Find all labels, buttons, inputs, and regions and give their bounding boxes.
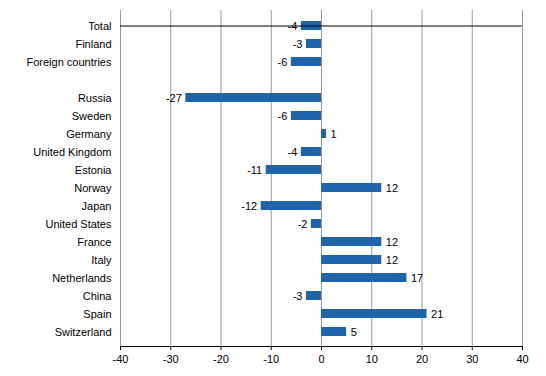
svg-text:1: 1	[331, 128, 337, 140]
svg-text:-30: -30	[163, 353, 179, 365]
svg-text:Switzerland: Switzerland	[55, 326, 112, 338]
svg-text:-11: -11	[247, 164, 262, 176]
svg-text:Estonia: Estonia	[75, 164, 113, 176]
svg-text:10: 10	[366, 353, 378, 365]
svg-text:United States: United States	[45, 218, 112, 230]
svg-text:Germany: Germany	[66, 128, 112, 140]
svg-text:United Kingdom: United Kingdom	[33, 146, 111, 158]
svg-text:Netherlands: Netherlands	[52, 272, 112, 284]
svg-text:-10: -10	[263, 353, 279, 365]
svg-text:17: 17	[411, 272, 423, 284]
svg-text:12: 12	[386, 254, 398, 266]
svg-text:-6: -6	[278, 56, 288, 68]
svg-text:Sweden: Sweden	[72, 110, 112, 122]
svg-text:12: 12	[386, 236, 398, 248]
svg-text:21: 21	[431, 308, 443, 320]
svg-text:China: China	[83, 290, 113, 302]
svg-text:Spain: Spain	[83, 308, 111, 320]
svg-text:5: 5	[351, 326, 357, 338]
svg-text:Total: Total	[88, 20, 111, 32]
svg-text:Italy: Italy	[91, 254, 112, 266]
svg-text:40: 40	[516, 353, 528, 365]
svg-text:Russia: Russia	[78, 92, 113, 104]
svg-text:-40: -40	[113, 353, 129, 365]
svg-text:20: 20	[416, 353, 428, 365]
svg-text:Norway: Norway	[74, 182, 112, 194]
svg-text:-27: -27	[166, 92, 182, 104]
svg-text:30: 30	[466, 353, 478, 365]
svg-text:-3: -3	[293, 38, 303, 50]
svg-text:0: 0	[318, 353, 324, 365]
svg-text:-3: -3	[293, 290, 303, 302]
svg-text:-12: -12	[241, 200, 257, 212]
svg-text:Finland: Finland	[75, 38, 111, 50]
svg-text:-4: -4	[288, 20, 298, 32]
svg-text:-20: -20	[213, 353, 229, 365]
svg-text:-2: -2	[298, 218, 308, 230]
svg-text:-4: -4	[288, 146, 298, 158]
svg-text:France: France	[77, 236, 111, 248]
svg-text:-6: -6	[278, 110, 288, 122]
svg-text:12: 12	[386, 182, 398, 194]
svg-text:Japan: Japan	[82, 200, 112, 212]
svg-text:Foreign countries: Foreign countries	[27, 56, 112, 68]
